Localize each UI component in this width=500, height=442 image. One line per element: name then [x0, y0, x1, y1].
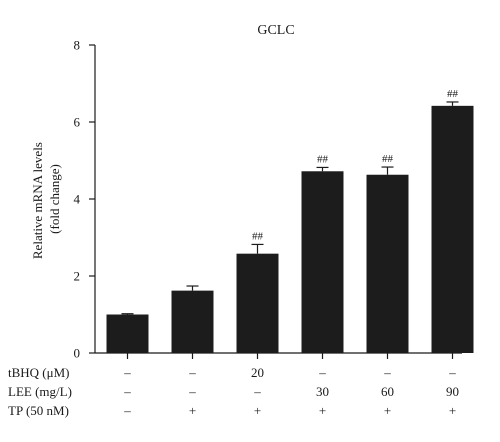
- treatment-value: –: [383, 365, 391, 380]
- y-axis-ticks: 0 2 4 6 8: [74, 38, 95, 361]
- treatment-value: –: [318, 365, 326, 380]
- significance-label: ##: [317, 153, 329, 165]
- bars: ## ## ## ##: [106, 88, 474, 353]
- chart-title: GCLC: [257, 23, 294, 38]
- y-tick-label: 4: [74, 192, 81, 207]
- treatment-value: +: [254, 403, 261, 418]
- treatment-value: +: [189, 403, 196, 418]
- treatment-table: tBHQ (μM) – – 20 – – – LEE (mg/L) – – – 30 60 90 TP (5…: [8, 365, 459, 418]
- significance-label: ##: [252, 230, 264, 242]
- bar: [236, 253, 279, 353]
- y-tick-label: 6: [74, 115, 81, 130]
- y-axis-label: Relative mRNA levels (fold change): [30, 139, 62, 259]
- treatment-value: –: [188, 365, 196, 380]
- treatment-value: +: [319, 403, 326, 418]
- bar: [301, 171, 344, 353]
- y-axis-label-line-1: Relative mRNA levels: [30, 142, 45, 259]
- y-axis-label-line-2: (fold change): [47, 164, 62, 234]
- significance-label: ##: [382, 153, 394, 165]
- treatment-value: 90: [446, 384, 459, 399]
- x-axis-ticks: [126, 353, 454, 359]
- bar: [366, 174, 409, 353]
- bar: [171, 290, 214, 353]
- treatment-value: –: [188, 384, 196, 399]
- significance-label: ##: [447, 88, 459, 100]
- treatment-value: 30: [316, 384, 329, 399]
- y-tick-label: 0: [74, 346, 81, 361]
- y-tick-label: 2: [74, 269, 81, 284]
- treatment-value: +: [449, 403, 456, 418]
- treatment-value: –: [448, 365, 456, 380]
- treatment-value: –: [123, 384, 131, 399]
- treatment-value: 60: [381, 384, 394, 399]
- treatment-row-label: TP (50 nM): [8, 403, 69, 418]
- treatment-value: 20: [251, 365, 264, 380]
- treatment-value: +: [384, 403, 391, 418]
- bar: [431, 105, 474, 353]
- treatment-value: –: [253, 384, 261, 399]
- bar: [106, 314, 149, 353]
- treatment-value: –: [123, 403, 131, 418]
- treatment-row-label: tBHQ (μM): [8, 365, 70, 380]
- y-tick-label: 8: [74, 38, 81, 53]
- treatment-row-label: LEE (mg/L): [8, 384, 72, 399]
- treatment-value: –: [123, 365, 131, 380]
